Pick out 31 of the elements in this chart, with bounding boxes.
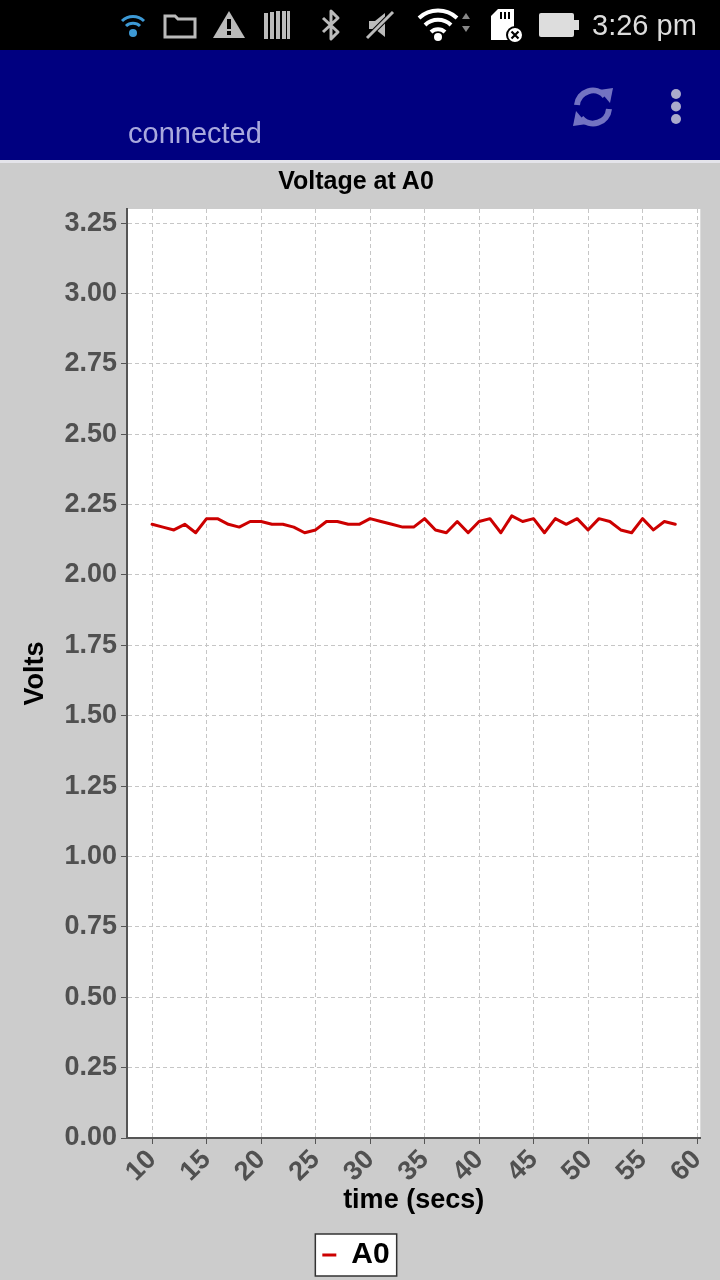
y-tick-label: 3.00: [64, 276, 117, 307]
x-tick-label: 60: [664, 1143, 707, 1187]
y-tick-label: 0.75: [64, 910, 117, 941]
x-tick-label: 55: [609, 1143, 653, 1187]
text: connected: [128, 116, 262, 150]
legend-label: A0: [351, 1236, 390, 1270]
y-tick-label: 1.50: [64, 699, 117, 730]
y-tick-label: 0.25: [64, 1051, 117, 1082]
y-tick-label: 3.25: [64, 206, 117, 237]
y-tick-label: 1.75: [64, 628, 117, 659]
y-tick-label: 2.00: [64, 558, 117, 589]
x-tick-label: 10: [119, 1143, 162, 1187]
chart-title: Voltage at A0: [278, 165, 434, 194]
y-tick-label: 2.25: [64, 488, 117, 519]
text: 3:26 pm: [592, 8, 697, 42]
y-tick-label: 2.50: [64, 417, 117, 448]
y-tick-label: 0.00: [64, 1121, 117, 1152]
y-tick-label: 1.00: [64, 839, 117, 870]
x-axis-title: time (secs): [343, 1184, 485, 1215]
x-tick-label: 15: [173, 1143, 217, 1187]
x-tick-label: 45: [500, 1143, 544, 1187]
x-tick-label: 20: [228, 1143, 271, 1187]
y-tick-label: 1.25: [64, 769, 117, 800]
x-tick-label: 25: [282, 1143, 326, 1187]
x-tick-label: 50: [555, 1143, 598, 1187]
y-axis-title: Volts: [18, 641, 49, 706]
x-tick-label: 30: [337, 1143, 380, 1187]
y-tick-label: 0.50: [64, 980, 117, 1011]
y-tick-label: 2.75: [64, 347, 117, 378]
x-tick-label: 40: [446, 1143, 489, 1187]
x-tick-label: 35: [391, 1143, 435, 1187]
